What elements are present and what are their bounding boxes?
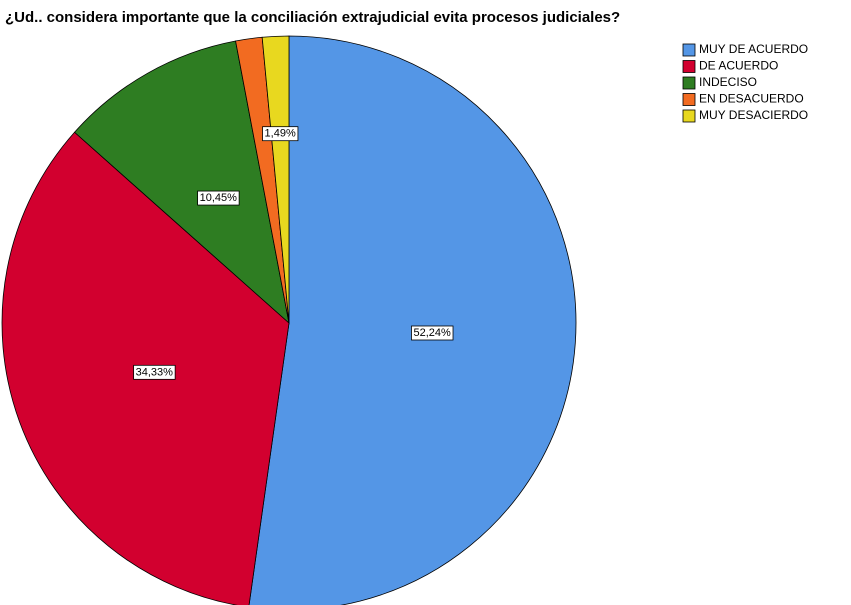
data-label: 1,49% bbox=[265, 128, 296, 140]
labels: 52,24% 34,33% 10,45% 1,49% bbox=[133, 126, 454, 380]
pie-slice bbox=[248, 35, 577, 605]
data-label: 10,45% bbox=[200, 192, 238, 204]
data-label-box bbox=[411, 325, 454, 341]
legend-label: DE ACUERDO bbox=[699, 59, 778, 73]
legend-swatch bbox=[682, 93, 696, 106]
data-label: 34,33% bbox=[136, 366, 174, 378]
legend-swatch bbox=[682, 43, 696, 57]
legend-swatch bbox=[682, 109, 696, 123]
data-label-box bbox=[197, 190, 240, 206]
legend-swatch bbox=[682, 60, 696, 73]
legend-label: EN DESACUERDO bbox=[699, 92, 804, 106]
data-label: 52,24% bbox=[413, 327, 451, 339]
data-label-box bbox=[133, 364, 176, 380]
legend-label: MUY DE ACUERDO bbox=[699, 42, 808, 56]
legend-label: MUY DESACIERDO bbox=[699, 108, 808, 122]
legend: MUY DE ACUERDO DE ACUERDO INDECISO EN DESAC… bbox=[682, 42, 808, 123]
pie-slice bbox=[73, 40, 290, 325]
pie bbox=[1, 35, 577, 605]
legend-label: INDECISO bbox=[699, 75, 757, 89]
chart-title: ¿Ud.. considera importante que la concil… bbox=[5, 9, 620, 26]
data-label-box bbox=[262, 126, 299, 142]
legend-swatch bbox=[682, 76, 696, 90]
pie-slice bbox=[261, 35, 290, 324]
